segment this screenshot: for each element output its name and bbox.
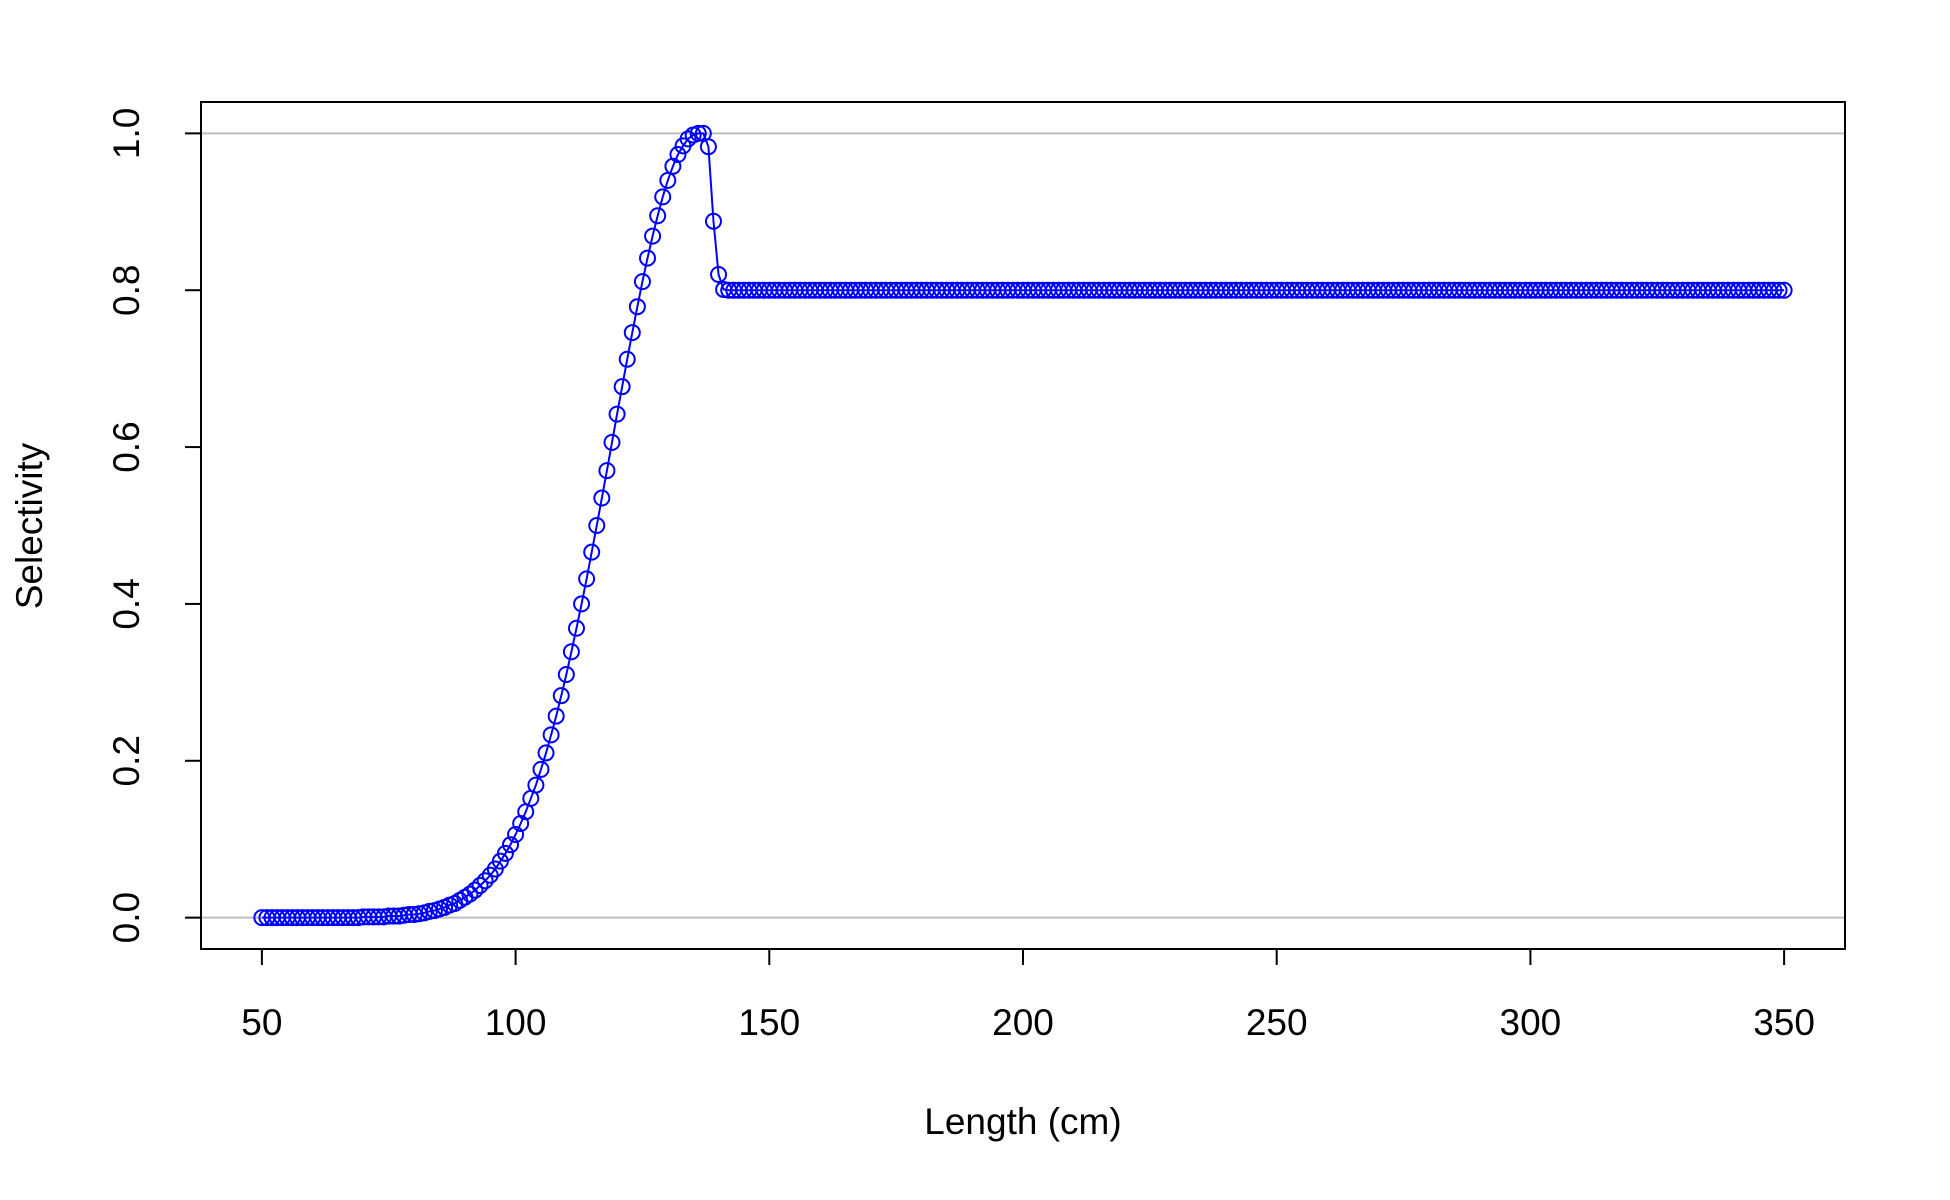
x-axis-title: Length (cm): [924, 1101, 1121, 1142]
x-tick-label: 300: [1500, 1002, 1562, 1043]
data-point: [502, 836, 520, 854]
data-point: [704, 212, 722, 230]
data-point: [598, 462, 616, 480]
x-tick-label: 350: [1753, 1002, 1815, 1043]
data-point: [476, 872, 494, 890]
data-point: [633, 273, 651, 291]
data-point: [547, 707, 565, 725]
data-point: [542, 726, 560, 744]
data-point: [689, 124, 707, 142]
data-point: [578, 570, 596, 588]
data-point: [623, 324, 641, 342]
data-point: [710, 266, 728, 284]
y-tick-label: 0.6: [106, 421, 147, 472]
data-point: [552, 687, 570, 705]
data-point: [628, 298, 646, 316]
data-point: [461, 885, 479, 903]
data-point: [1775, 281, 1793, 299]
data-point: [608, 405, 626, 423]
data-point: [527, 776, 545, 794]
x-tick-label: 150: [738, 1002, 800, 1043]
x-tick-label: 200: [992, 1002, 1054, 1043]
series-line: [261, 132, 1785, 919]
y-tick-label: 0.0: [106, 892, 147, 943]
y-tick-label: 0.2: [106, 735, 147, 786]
data-point: [496, 844, 514, 862]
y-tick-label: 1.0: [106, 108, 147, 159]
data-point: [567, 619, 585, 637]
data-point: [644, 227, 662, 245]
data-point: [562, 643, 580, 661]
y-tick-label: 0.4: [106, 578, 147, 629]
y-tick-label: 0.8: [106, 265, 147, 316]
data-point: [654, 188, 672, 206]
data-point: [466, 881, 484, 899]
data-point: [557, 666, 575, 684]
data-point: [679, 130, 697, 148]
data-point: [603, 433, 621, 451]
plot-frame: [200, 101, 1846, 950]
data-point: [669, 146, 687, 164]
data-point: [537, 744, 555, 762]
x-tick-label: 50: [241, 1002, 282, 1043]
data-point: [507, 825, 525, 843]
data-point: [532, 760, 550, 778]
data-point: [639, 249, 657, 267]
data-point: [613, 378, 631, 396]
data-point: [583, 543, 601, 561]
data-point: [1765, 281, 1783, 299]
data-point: [1770, 281, 1788, 299]
data-point: [573, 595, 591, 613]
x-tick-label: 250: [1246, 1002, 1308, 1043]
data-point: [699, 138, 717, 156]
x-tick-label: 100: [485, 1002, 547, 1043]
data-point: [649, 207, 667, 225]
data-point: [588, 517, 606, 534]
data-point: [593, 489, 611, 507]
data-point: [618, 350, 636, 368]
data-point: [471, 876, 489, 894]
y-axis-title: Selectivity: [9, 442, 50, 609]
